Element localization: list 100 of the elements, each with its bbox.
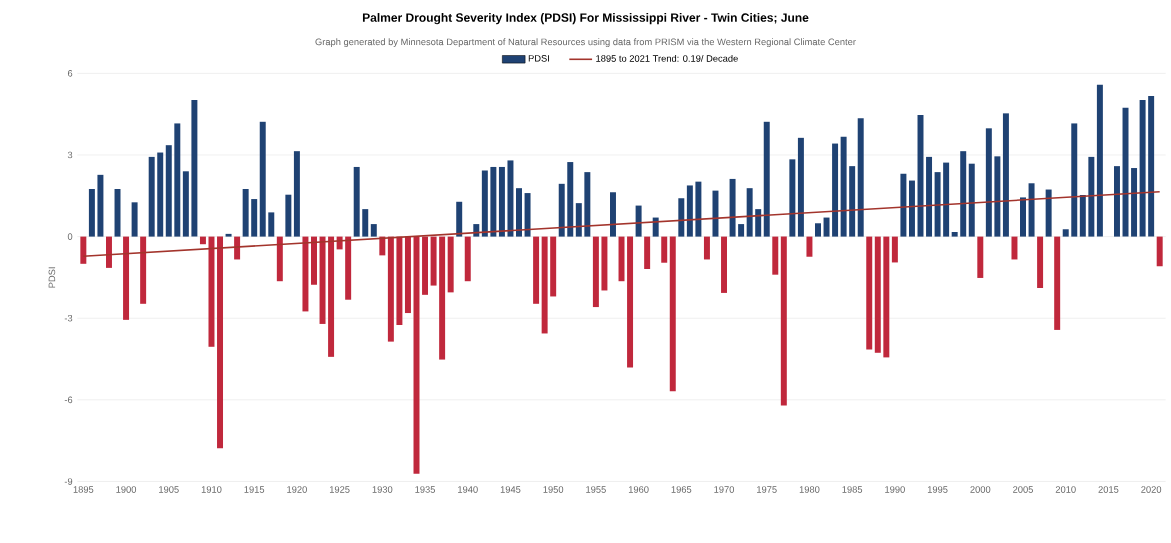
- bar: [823, 217, 830, 237]
- x-tick-label: 1960: [628, 486, 649, 493]
- bar: [703, 236, 710, 260]
- bar: [387, 236, 394, 342]
- bar: [797, 137, 804, 237]
- bar: [934, 172, 941, 237]
- bar: [524, 193, 531, 237]
- bar: [276, 236, 283, 282]
- bar: [678, 198, 685, 237]
- bar: [456, 201, 463, 237]
- x-tick-label: 1985: [842, 486, 863, 493]
- bar: [328, 236, 335, 357]
- bar: [866, 236, 873, 350]
- bar: [644, 236, 651, 270]
- bar: [199, 236, 206, 245]
- bar: [635, 205, 642, 237]
- legend-label: PDSI: [528, 55, 549, 62]
- x-tick-label: 2015: [1098, 486, 1119, 493]
- bar: [208, 236, 215, 347]
- x-tick-label: 1910: [201, 486, 222, 493]
- bar: [926, 156, 933, 237]
- y-tick-label: -6: [64, 396, 73, 404]
- bar: [661, 236, 668, 263]
- bar: [1002, 113, 1009, 237]
- bar: [1011, 236, 1018, 260]
- bar: [541, 236, 548, 334]
- bar: [345, 236, 352, 300]
- bar: [362, 209, 369, 237]
- x-tick-label: 2010: [1055, 486, 1076, 493]
- bar: [285, 194, 292, 237]
- bar: [575, 203, 582, 237]
- bar: [763, 121, 770, 237]
- bar: [1062, 229, 1069, 237]
- y-tick-label: 3: [67, 151, 73, 159]
- bar: [695, 181, 702, 237]
- bar: [584, 172, 591, 237]
- bar: [131, 202, 138, 237]
- bar: [772, 236, 779, 275]
- bar: [1096, 84, 1103, 237]
- bar: [251, 199, 258, 237]
- chart-title: Palmer Drought Severity Index (PDSI) For Mississippi River - Twin Cities; June: [362, 13, 809, 25]
- bar: [268, 212, 275, 237]
- bar: [1139, 100, 1146, 237]
- x-tick-label: 1920: [287, 486, 307, 493]
- bar: [182, 171, 189, 237]
- bar: [353, 167, 360, 237]
- x-tick-label: 1940: [458, 486, 478, 493]
- bar: [857, 118, 864, 237]
- bar: [1088, 156, 1095, 237]
- bar: [883, 236, 890, 358]
- bar: [609, 192, 616, 237]
- bar: [789, 159, 796, 237]
- y-tick-label: 0: [67, 233, 73, 240]
- bar: [114, 189, 121, 237]
- bar: [311, 236, 317, 285]
- bar: [293, 151, 300, 237]
- x-tick-label: 1970: [714, 486, 735, 493]
- bar: [806, 236, 813, 257]
- bar: [1131, 168, 1138, 237]
- bar: [968, 163, 975, 237]
- bar: [1122, 107, 1129, 237]
- bar: [1045, 189, 1052, 237]
- x-tick-label: 1930: [372, 486, 393, 493]
- bar: [908, 180, 915, 237]
- bar: [302, 236, 309, 312]
- bar: [464, 236, 471, 282]
- bar: [558, 183, 565, 237]
- x-tick-label: 1965: [671, 486, 692, 493]
- bar: [1028, 183, 1035, 237]
- y-tick-label: -9: [64, 478, 73, 485]
- bar: [1113, 166, 1120, 237]
- x-tick-label: 1900: [116, 486, 137, 493]
- bar: [490, 167, 497, 237]
- bar: [507, 160, 514, 237]
- bar: [1020, 197, 1026, 237]
- bar: [951, 232, 958, 237]
- bar: [891, 236, 898, 263]
- bar: [123, 236, 130, 320]
- bar: [439, 236, 446, 360]
- bar: [977, 236, 984, 279]
- bar: [157, 152, 164, 237]
- bar: [217, 236, 224, 449]
- bar: [481, 170, 488, 237]
- bar: [88, 189, 95, 237]
- bar: [1037, 236, 1044, 289]
- x-tick-label: 1990: [885, 486, 905, 493]
- bar: [840, 136, 847, 237]
- bar: [985, 128, 992, 237]
- bar: [686, 185, 693, 237]
- y-tick-label: 6: [67, 70, 73, 77]
- bar: [712, 190, 719, 237]
- y-tick-label: -3: [64, 315, 73, 322]
- x-tick-label: 2020: [1141, 486, 1162, 493]
- bar: [80, 236, 87, 264]
- x-tick-label: 1945: [500, 486, 521, 493]
- bar: [242, 189, 249, 237]
- bar: [550, 236, 557, 297]
- bar: [165, 145, 172, 237]
- bar: [900, 173, 907, 237]
- x-tick-label: 2005: [1013, 486, 1033, 493]
